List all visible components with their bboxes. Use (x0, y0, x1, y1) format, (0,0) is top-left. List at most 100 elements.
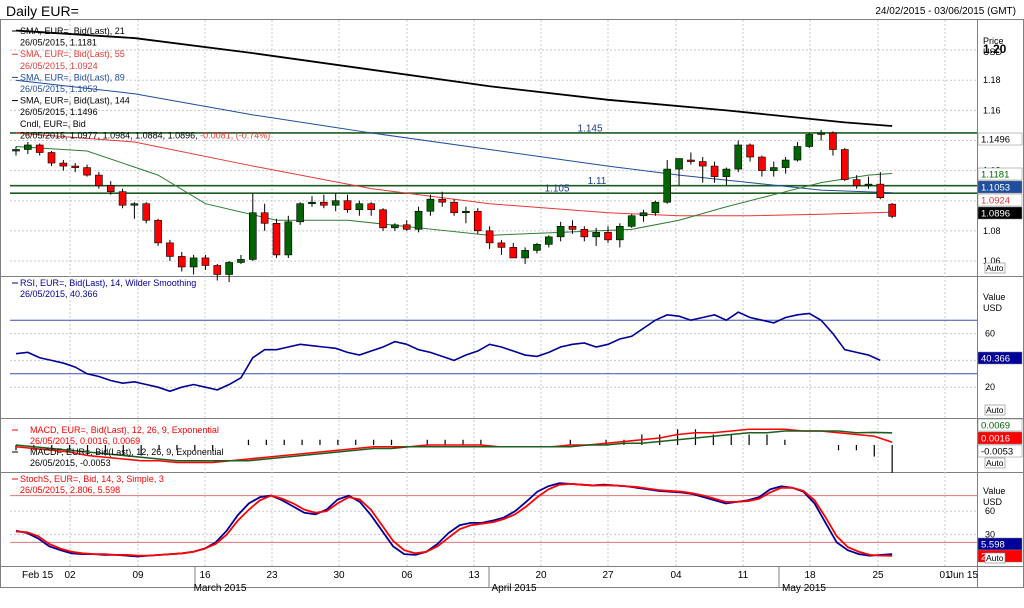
candle-body (438, 198, 447, 203)
value-tag (977, 206, 1023, 220)
rsi-axis-title: Value (983, 292, 1005, 302)
legend-entry: Cndl, EUR=, Bid (20, 119, 86, 129)
legend-entry: 26/05/2015, -0.0053 (30, 458, 111, 468)
candle-body (260, 212, 269, 224)
candle-body (272, 222, 281, 256)
legend-entry: 26/05/2015, 1.1496 (20, 107, 98, 117)
auto-scale-button[interactable]: Auto (984, 404, 1006, 416)
value-tag-text: 5.598 (981, 540, 1005, 551)
legend-entry: StochS, EUR=, Bid, 14, 3, Simple, 3 (20, 474, 164, 484)
candle-body (473, 210, 482, 232)
candle-body (627, 215, 636, 227)
value-tag (977, 444, 1023, 458)
candle-body (639, 212, 648, 217)
candle-body (35, 144, 44, 153)
candle-body (154, 219, 162, 244)
time-tick-label: 16 (199, 570, 211, 581)
time-tick-label: Feb 15 (22, 570, 54, 581)
candle-body (331, 200, 340, 206)
candle-body (829, 132, 837, 150)
candle-body (237, 259, 245, 263)
value-tag (977, 180, 1023, 194)
legend-entry: 26/05/2015, 1.0977, 1.0984, 1.0884, 1.08… (20, 130, 270, 140)
candle-body (177, 256, 186, 268)
auto-button-frame (984, 262, 1006, 274)
legend-entry: 26/05/2015, 2.806, 5.598 (20, 485, 120, 495)
candle-body (142, 203, 151, 221)
candle-body (817, 132, 825, 135)
candle-body (402, 224, 411, 230)
price-axis-title: Price (983, 36, 1004, 46)
value-tag-text: 1.1053 (981, 183, 1010, 194)
candle-body (59, 162, 68, 167)
candle-body (852, 179, 861, 186)
value-tag-text: -0.0053 (981, 447, 1013, 458)
candle-body (83, 167, 91, 176)
sma-line (15, 29, 893, 127)
price-tick-label: 1.06 (983, 256, 1001, 266)
candle-body (379, 209, 387, 229)
time-tick-label: 11 (738, 570, 749, 581)
legend-entry: 26/05/2015, 40.366 (20, 289, 98, 299)
legend-entry: MACD, EUR=, Bid(Last), 12, 26, 9, Expone… (30, 425, 219, 435)
value-tag-text: 0.0069 (981, 421, 1010, 432)
candle-body (95, 174, 103, 186)
time-tick-label: 02 (64, 570, 76, 581)
value-tag-text: 1.0896 (981, 209, 1010, 220)
legend-entry: MACDF, EUR=, Bid(Last), 12, 26, 9, Expon… (30, 447, 223, 457)
candle-body (592, 232, 600, 238)
price-tick-label: 1.18 (983, 75, 1001, 85)
candle-body (426, 198, 435, 212)
candle-body (746, 144, 754, 158)
value-tag (977, 193, 1023, 207)
month-label: March 2015 (194, 583, 247, 594)
candle-body (734, 144, 743, 170)
price-tick-label: 1.20 (983, 42, 1007, 56)
candle-body (71, 165, 79, 168)
candle-body (296, 203, 304, 223)
candle-body (284, 221, 293, 256)
auto-scale-button[interactable]: Auto (984, 552, 1006, 564)
candle-body (722, 168, 731, 177)
auto-scale-button[interactable]: Auto (984, 457, 1006, 469)
rsi-tick-label: 60 (985, 329, 995, 339)
time-tick-label: 30 (333, 570, 345, 581)
candle-body (698, 161, 707, 167)
time-tick-label: 27 (602, 570, 614, 581)
candle-body (888, 203, 896, 217)
value-tag (977, 418, 1023, 432)
candle-body (840, 149, 849, 180)
candle-body (249, 212, 257, 260)
candle-body (189, 257, 198, 268)
candle-body (604, 232, 612, 241)
candle-body (343, 200, 352, 211)
time-tick-label: 13 (468, 570, 480, 581)
candle-body (663, 168, 672, 203)
stoch-line (15, 482, 893, 558)
auto-scale-button[interactable]: Auto (984, 262, 1006, 274)
auto-button-label: Auto (986, 263, 1004, 273)
legend-entry: SMA, EUR=, Bid(Last), 21 (20, 26, 125, 36)
value-tag-text: 0.0016 (981, 434, 1010, 445)
price-tick-label: 1.16 (983, 105, 1001, 115)
level-label: 1.11 (588, 176, 607, 187)
legend-entry: RSI, EUR=, Bid(Last), 14, Wilder Smoothi… (20, 278, 196, 288)
price-tick-label: 1.08 (983, 226, 1001, 236)
candle-body (355, 203, 364, 211)
candle-body (308, 201, 316, 205)
candle-body (213, 265, 222, 275)
month-label: May 2015 (782, 583, 826, 594)
auto-button-label: Auto (986, 458, 1004, 468)
date-range: 24/02/2015 - 03/06/2015 (GMT) (875, 6, 1016, 17)
candle-body (876, 183, 885, 198)
value-tag (977, 431, 1023, 445)
time-tick-label: 18 (804, 570, 816, 581)
candle-body (651, 201, 660, 214)
stoch-tick-label: 30 (985, 530, 995, 540)
chart-title: Daily EUR= (6, 3, 79, 19)
legend-entry: 26/05/2015, 1.1181 (20, 38, 97, 48)
candle-body (616, 226, 624, 241)
auto-button-label: Auto (986, 405, 1004, 415)
month-label: April 2015 (491, 583, 536, 594)
